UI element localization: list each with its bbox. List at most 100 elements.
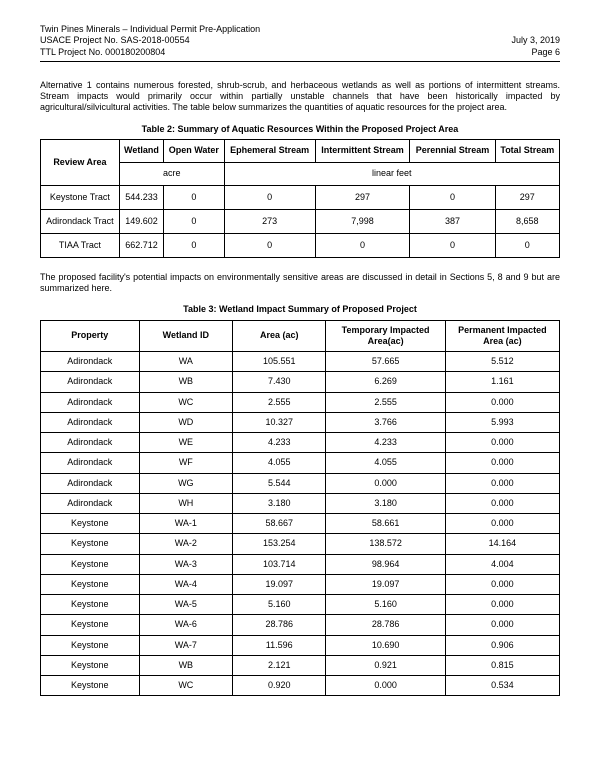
cell: WH	[139, 493, 232, 513]
cell: 0.000	[445, 514, 559, 534]
table-2: Review Area Wetland Open Water Ephemeral…	[40, 139, 560, 258]
cell: 0	[164, 185, 225, 209]
cell: 0.921	[326, 655, 445, 675]
cell: 4.055	[326, 453, 445, 473]
cell: 0.906	[445, 635, 559, 655]
cell: 8,658	[495, 209, 559, 233]
cell: 544.233	[119, 185, 163, 209]
cell: 0	[495, 233, 559, 257]
cell: 0.000	[445, 433, 559, 453]
col-wetland: Wetland	[119, 139, 163, 162]
cell: 10.327	[233, 412, 326, 432]
cell: 0.534	[445, 676, 559, 696]
header-line-1: Twin Pines Minerals – Individual Permit …	[40, 24, 260, 35]
cell: 138.572	[326, 534, 445, 554]
cell: 297	[495, 185, 559, 209]
cell: WA-7	[139, 635, 232, 655]
table-row: AdirondackWH3.1803.1800.000	[41, 493, 560, 513]
table-row: Keystone Tract 544.233 0 0 297 0 297	[41, 185, 560, 209]
cell: 0	[315, 233, 410, 257]
cell: 5.160	[326, 595, 445, 615]
cell: 1.161	[445, 372, 559, 392]
header-line-3: TTL Project No. 000180200804	[40, 47, 260, 58]
cell: 0.000	[326, 676, 445, 696]
table-row: KeystoneWA-2153.254138.57214.164	[41, 534, 560, 554]
cell: 28.786	[233, 615, 326, 635]
table-row: AdirondackWC2.5552.5550.000	[41, 392, 560, 412]
page: Twin Pines Minerals – Individual Permit …	[0, 0, 600, 777]
cell: 0	[224, 233, 315, 257]
cell: Keystone	[41, 676, 140, 696]
cell: Keystone	[41, 615, 140, 635]
cell: 2.555	[233, 392, 326, 412]
cell: 0.000	[445, 615, 559, 635]
cell: 4.233	[326, 433, 445, 453]
table-row: AdirondackWA105.55157.6655.512	[41, 352, 560, 372]
cell: 2.121	[233, 655, 326, 675]
cell: 57.665	[326, 352, 445, 372]
cell: WF	[139, 453, 232, 473]
cell: WD	[139, 412, 232, 432]
cell: 7.430	[233, 372, 326, 392]
col-perennial: Perennial Stream	[410, 139, 495, 162]
header-line-2: USACE Project No. SAS-2018-00554	[40, 35, 260, 46]
cell: 58.661	[326, 514, 445, 534]
cell: 19.097	[326, 574, 445, 594]
table-row: KeystoneWC0.9200.0000.534	[41, 676, 560, 696]
cell: WA	[139, 352, 232, 372]
col-intermittent: Intermittent Stream	[315, 139, 410, 162]
table-row: AdirondackWF4.0554.0550.000	[41, 453, 560, 473]
cell: Keystone	[41, 655, 140, 675]
table-row: Adirondack Tract 149.602 0 273 7,998 387…	[41, 209, 560, 233]
cell: 0.000	[445, 392, 559, 412]
cell: 11.596	[233, 635, 326, 655]
cell: 3.180	[233, 493, 326, 513]
cell: 0.000	[445, 473, 559, 493]
cell: 10.690	[326, 635, 445, 655]
col-area: Area (ac)	[233, 320, 326, 352]
cell: 19.097	[233, 574, 326, 594]
table-row: AdirondackWB7.4306.2691.161	[41, 372, 560, 392]
cell: 14.164	[445, 534, 559, 554]
header-left: Twin Pines Minerals – Individual Permit …	[40, 24, 260, 58]
cell: 387	[410, 209, 495, 233]
cell: 0.000	[445, 595, 559, 615]
cell: 0.000	[445, 574, 559, 594]
cell: Adirondack	[41, 453, 140, 473]
page-header: Twin Pines Minerals – Individual Permit …	[40, 24, 560, 62]
table-row: Review Area Wetland Open Water Ephemeral…	[41, 139, 560, 162]
cell: 5.512	[445, 352, 559, 372]
col-property: Property	[41, 320, 140, 352]
cell: 0.000	[445, 493, 559, 513]
cell: Adirondack Tract	[41, 209, 120, 233]
cell: Adirondack	[41, 433, 140, 453]
cell: 0	[410, 233, 495, 257]
cell: 6.269	[326, 372, 445, 392]
cell: WC	[139, 392, 232, 412]
col-perm-impact: Permanent Impacted Area (ac)	[445, 320, 559, 352]
cell: WB	[139, 372, 232, 392]
cell: WA-5	[139, 595, 232, 615]
cell: 98.964	[326, 554, 445, 574]
table-3-caption: Table 3: Wetland Impact Summary of Propo…	[40, 304, 560, 315]
cell: WB	[139, 655, 232, 675]
table-row: AdirondackWG5.5440.0000.000	[41, 473, 560, 493]
col-wetland-id: Wetland ID	[139, 320, 232, 352]
cell: Keystone Tract	[41, 185, 120, 209]
table-row: KeystoneWA-711.59610.6900.906	[41, 635, 560, 655]
cell: WA-2	[139, 534, 232, 554]
cell: 0	[164, 233, 225, 257]
cell: Keystone	[41, 595, 140, 615]
col-ephemeral: Ephemeral Stream	[224, 139, 315, 162]
cell: WA-6	[139, 615, 232, 635]
table-row: TIAA Tract 662.712 0 0 0 0 0	[41, 233, 560, 257]
cell: Keystone	[41, 635, 140, 655]
cell: 3.180	[326, 493, 445, 513]
cell: WC	[139, 676, 232, 696]
cell: 103.714	[233, 554, 326, 574]
cell: WE	[139, 433, 232, 453]
table-row: KeystoneWA-628.78628.7860.000	[41, 615, 560, 635]
cell: 2.555	[326, 392, 445, 412]
header-right: July 3, 2019 Page 6	[511, 24, 560, 58]
table-row: AdirondackWE4.2334.2330.000	[41, 433, 560, 453]
